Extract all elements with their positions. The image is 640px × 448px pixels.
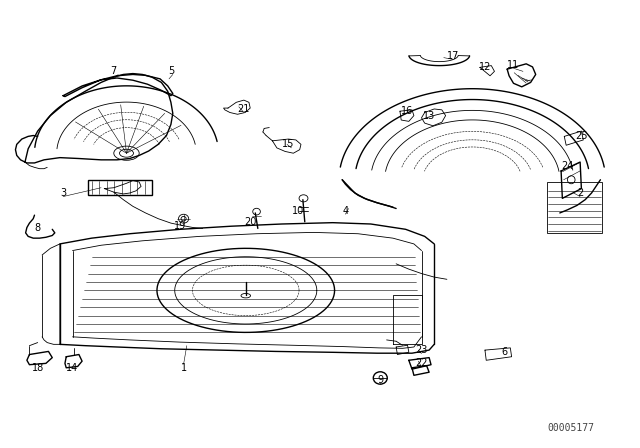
Polygon shape bbox=[88, 180, 152, 195]
Text: 9: 9 bbox=[377, 375, 383, 385]
Text: 10: 10 bbox=[292, 206, 304, 216]
Text: 6: 6 bbox=[501, 347, 507, 358]
Text: 8: 8 bbox=[35, 224, 41, 233]
Text: 19: 19 bbox=[174, 221, 186, 231]
Text: 25: 25 bbox=[575, 130, 588, 141]
Text: 22: 22 bbox=[415, 358, 428, 368]
Text: 12: 12 bbox=[479, 62, 491, 72]
Text: 24: 24 bbox=[561, 161, 573, 172]
Text: 00005177: 00005177 bbox=[547, 422, 594, 432]
Text: 7: 7 bbox=[111, 66, 117, 76]
Text: 5: 5 bbox=[168, 66, 174, 76]
Text: 21: 21 bbox=[237, 104, 250, 114]
Text: 4: 4 bbox=[342, 206, 348, 216]
Text: 18: 18 bbox=[31, 363, 44, 373]
Text: 15: 15 bbox=[282, 139, 294, 149]
Text: 11: 11 bbox=[508, 60, 520, 70]
Text: 23: 23 bbox=[415, 345, 428, 355]
Text: 16: 16 bbox=[401, 106, 413, 116]
Text: 2: 2 bbox=[577, 188, 583, 198]
Text: 17: 17 bbox=[447, 51, 460, 61]
Text: 14: 14 bbox=[67, 363, 79, 373]
Polygon shape bbox=[547, 182, 602, 233]
Text: 13: 13 bbox=[423, 111, 435, 121]
Text: 1: 1 bbox=[180, 363, 187, 373]
Text: 3: 3 bbox=[60, 188, 66, 198]
Text: 20: 20 bbox=[244, 217, 257, 227]
